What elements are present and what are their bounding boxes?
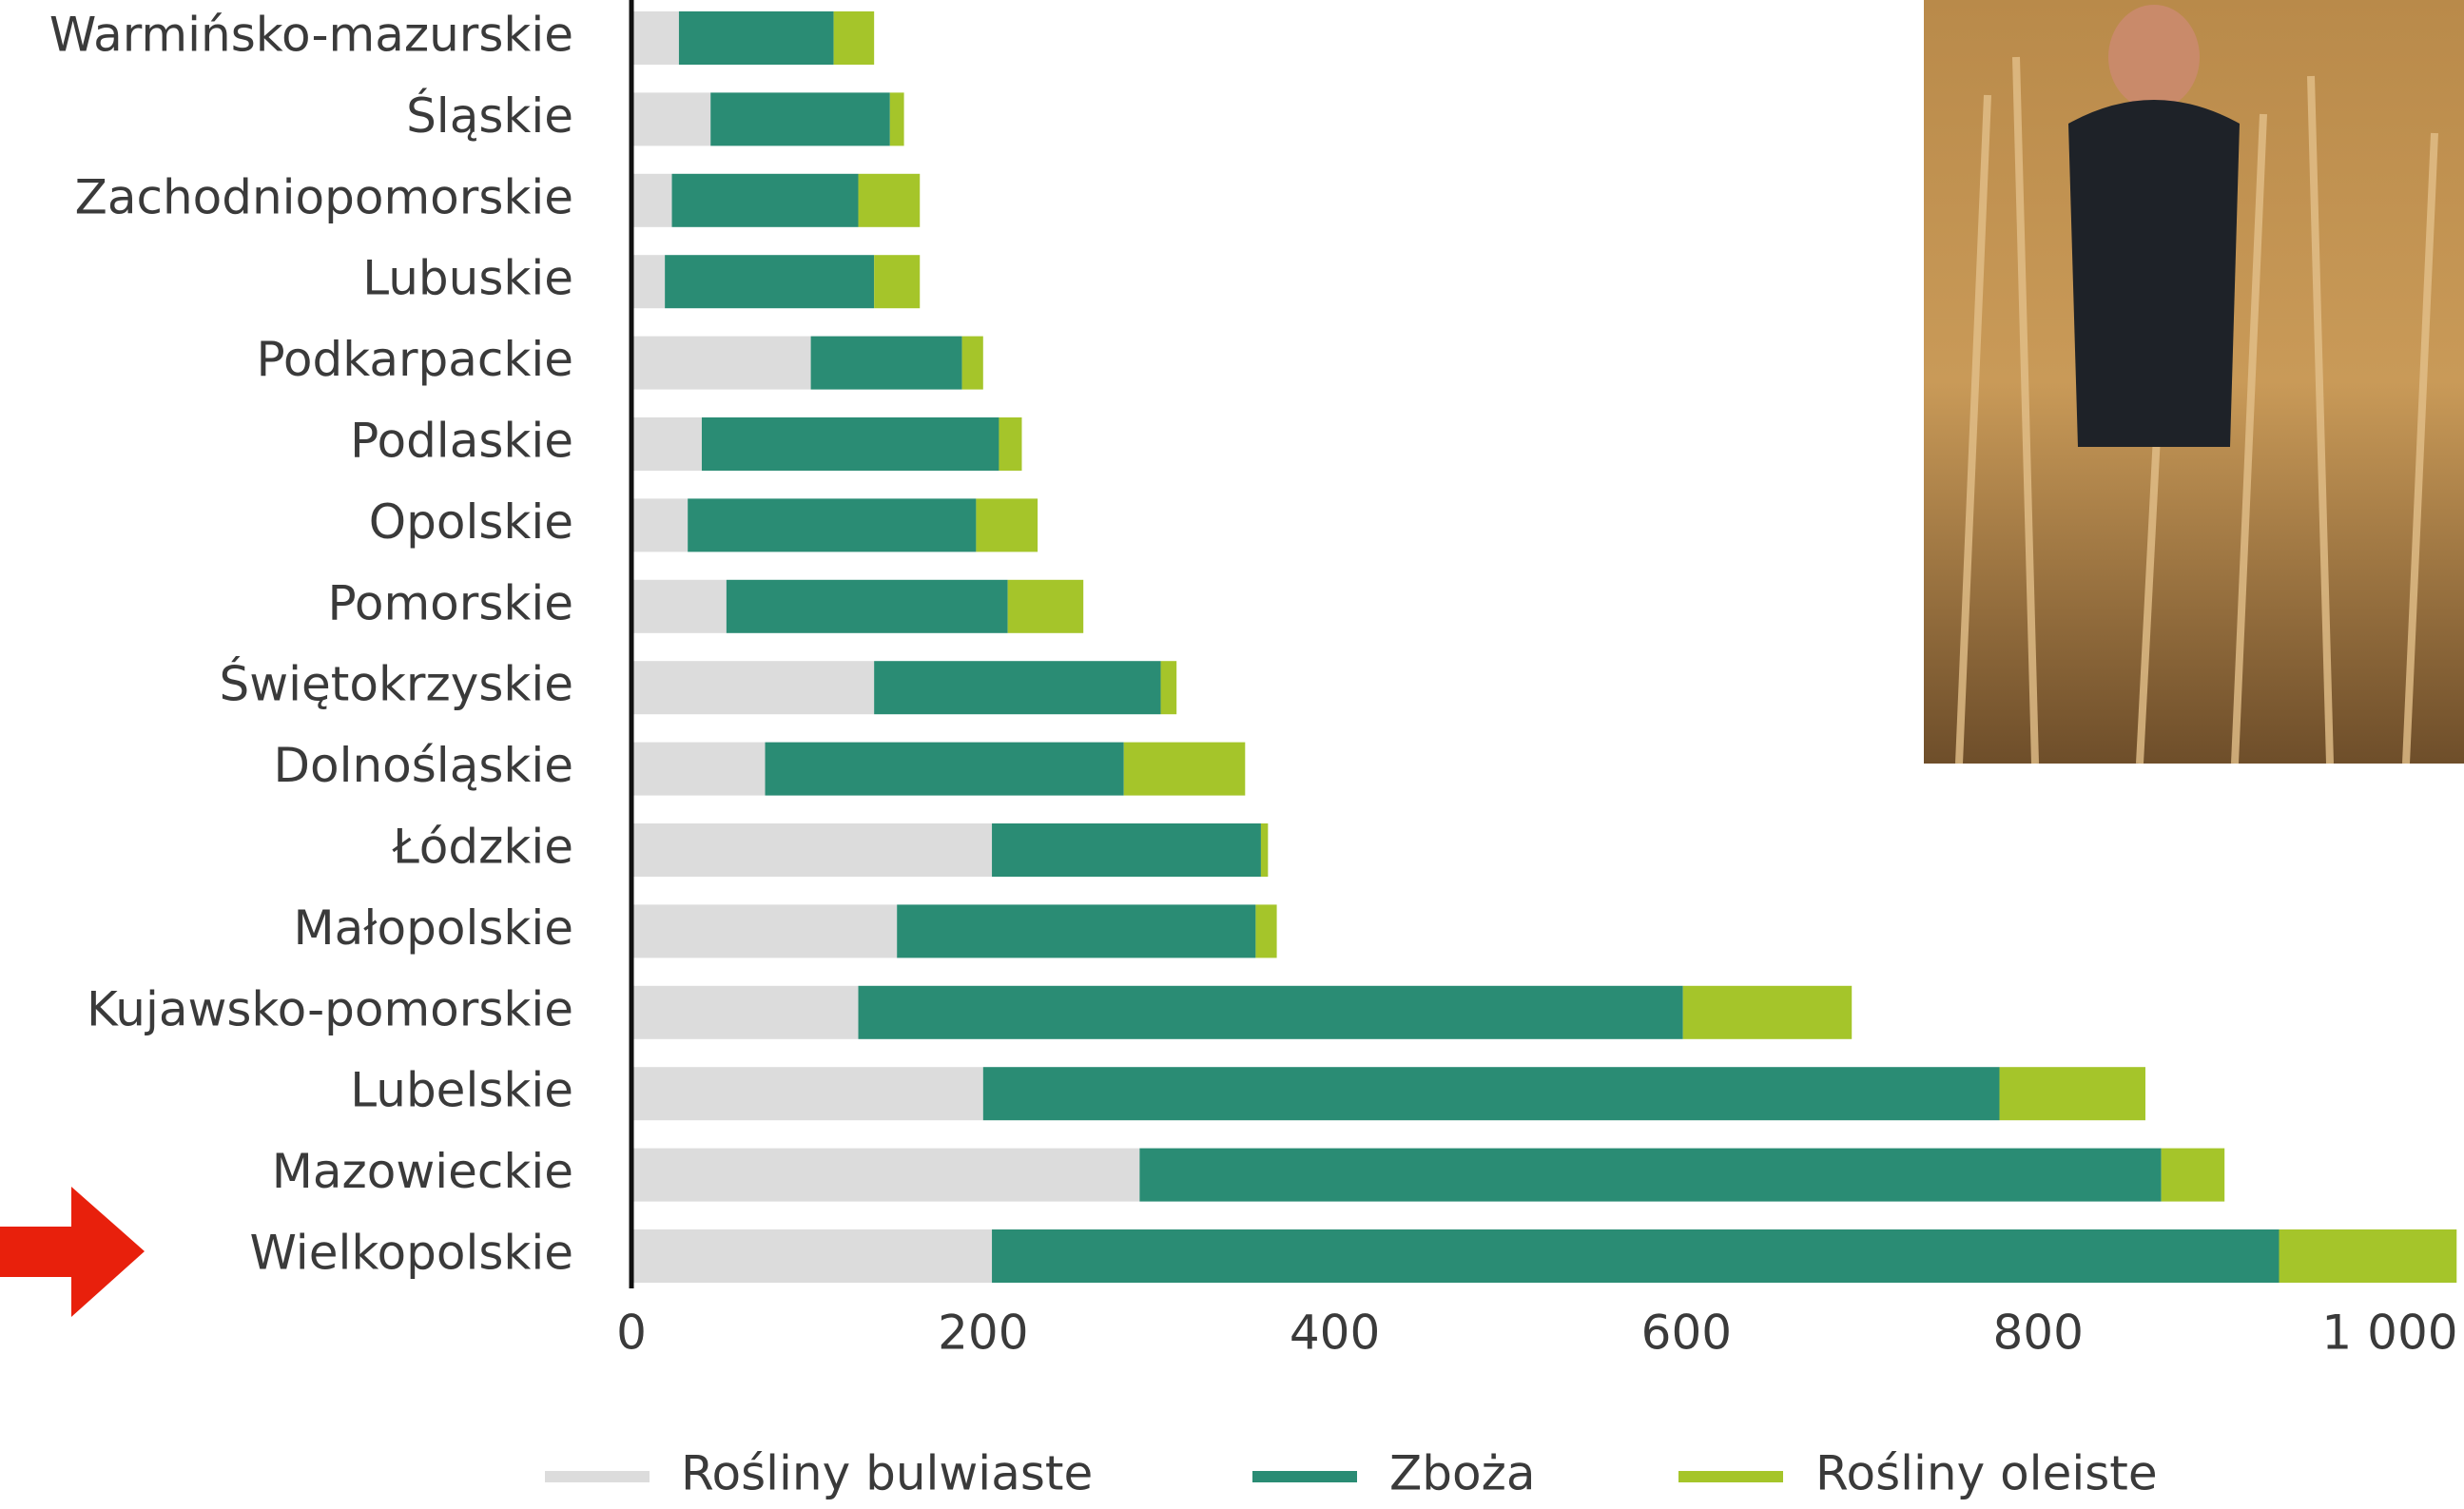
y-tick-label: Wielkopolskie [249, 1226, 573, 1281]
bar-segment [1139, 1148, 2162, 1202]
bar-segment [889, 92, 904, 146]
arrow [0, 1187, 145, 1317]
y-tick-label: Pomorskie [328, 575, 573, 630]
bar-segment [631, 1148, 1140, 1202]
bar-segment [631, 11, 679, 65]
bar-segment [976, 498, 1038, 552]
bar-segment [1123, 742, 1246, 796]
y-tick-label: Lubelskie [350, 1063, 573, 1118]
y-tick-label: Opolskie [369, 494, 573, 550]
bar-segment [1260, 823, 1269, 877]
bar-segment [631, 742, 766, 796]
bar-segment [678, 11, 834, 65]
bar-segment [1255, 904, 1277, 958]
bar-segment [671, 173, 859, 227]
bar-segment [858, 173, 921, 227]
x-tick-label: 200 [938, 1306, 1028, 1361]
y-tick-label: Warmińsko-mazurskie [49, 8, 573, 63]
bar-segment [999, 417, 1022, 471]
bar-segment [631, 498, 689, 552]
y-tick-label: Łódzkie [392, 820, 573, 875]
bar-segment [631, 173, 672, 227]
bar-segment [631, 1067, 983, 1121]
y-tick-label: Podkarpackie [257, 332, 573, 387]
bar-segment [710, 92, 890, 146]
y-tick-label: Podlaskie [350, 414, 573, 469]
bar-segment [961, 336, 983, 390]
photo [1924, 0, 2464, 764]
y-tick-label: Lubuskie [362, 251, 573, 306]
x-tick-label: 400 [1290, 1306, 1380, 1361]
y-tick-label: Kujawsko-pomorskie [87, 981, 573, 1036]
bar-segment [631, 904, 898, 958]
bar-segment [631, 336, 811, 390]
y-tick-label: Dolnośląskie [273, 738, 573, 793]
x-tick-label: 0 [616, 1306, 647, 1361]
bar-segment [874, 255, 921, 309]
bar-segment [631, 1229, 993, 1283]
x-tick-label: 600 [1641, 1306, 1732, 1361]
bar-segment [1682, 985, 1853, 1039]
x-tick-label: 800 [1992, 1306, 2083, 1361]
bar-segment [833, 11, 875, 65]
bar-segment [631, 255, 666, 309]
y-tick-label: Świętokrzyskie [220, 656, 574, 712]
bar-segment [992, 823, 1261, 877]
bar-segment [810, 336, 962, 390]
bar-segment [701, 417, 999, 471]
legend-label: Rośliny bulwiaste [681, 1446, 1093, 1501]
bar-segment [726, 579, 1008, 633]
x-tick-label: 1 000 [2321, 1306, 2457, 1361]
bar-segment [688, 498, 977, 552]
bar-segment [765, 742, 1124, 796]
bar-segment [631, 417, 702, 471]
bar-segment [631, 661, 875, 715]
y-tick-label: Małopolskie [294, 900, 573, 956]
bar-segment [858, 985, 1683, 1039]
y-tick-label: Śląskie [406, 87, 573, 144]
bar-segment [874, 661, 1161, 715]
y-tick-label: Zachodniopomorskie [75, 169, 573, 224]
bar-segment [1007, 579, 1084, 633]
bar-segment [2279, 1229, 2457, 1283]
bar-segment [2161, 1148, 2225, 1202]
bar-segment [631, 823, 993, 877]
bar-segment [992, 1229, 2280, 1283]
bar-segment [631, 579, 727, 633]
bar-segment [665, 255, 875, 309]
bar-segment [897, 904, 1256, 958]
bar-segment [631, 92, 711, 146]
bar-segment [631, 985, 859, 1039]
legend-label: Zboża [1389, 1446, 1535, 1501]
bar-segment [982, 1067, 2000, 1121]
bar-segment [1999, 1067, 2145, 1121]
bar-segment [1160, 661, 1177, 715]
legend-label: Rośliny oleiste [1815, 1446, 2158, 1501]
y-tick-label: Mazowieckie [272, 1144, 573, 1199]
